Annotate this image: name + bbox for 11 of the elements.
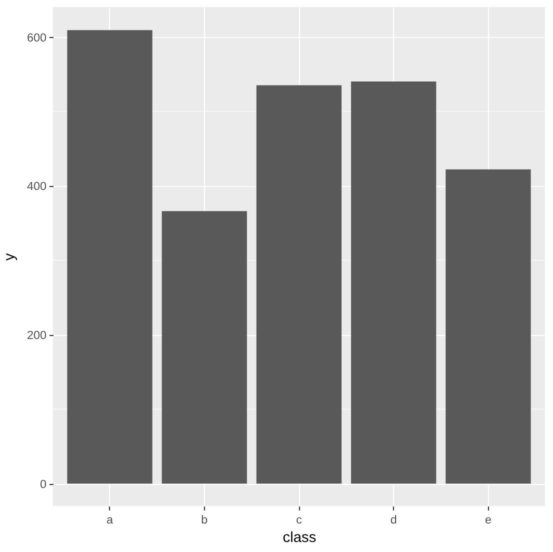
y-tick-label: 0 xyxy=(40,478,47,492)
x-tick-label: c xyxy=(296,514,302,526)
y-tick-label: 400 xyxy=(26,180,47,194)
x-axis-title: class xyxy=(282,530,316,546)
x-tick-label: e xyxy=(484,514,492,526)
x-tick-label: a xyxy=(106,514,114,526)
y-tick-label: 200 xyxy=(26,329,47,342)
x-tick-label: d xyxy=(390,514,397,526)
y-axis-title: y xyxy=(2,252,18,261)
x-tick-label: b xyxy=(201,514,208,526)
y-tick-label: 600 xyxy=(26,31,47,44)
